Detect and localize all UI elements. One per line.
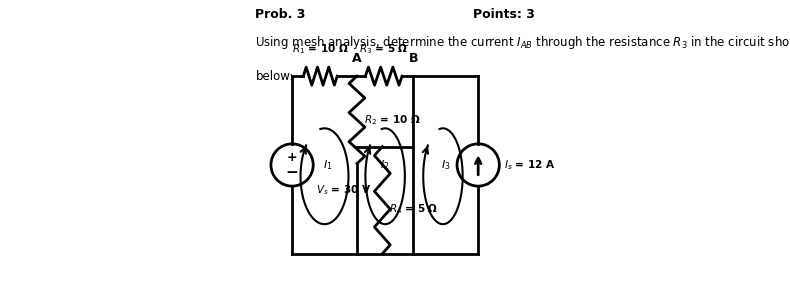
Text: Using mesh analysis, determine the current $I_{AB}$ through the resistance $R_3$: Using mesh analysis, determine the curre…	[255, 34, 790, 51]
Text: below:: below:	[255, 70, 294, 83]
Text: $V_s$ = 30 V: $V_s$ = 30 V	[316, 184, 371, 197]
Text: $I_3$: $I_3$	[441, 158, 450, 172]
Text: A: A	[352, 52, 362, 65]
Text: Points: 3: Points: 3	[472, 8, 535, 21]
Text: Prob. 3: Prob. 3	[255, 8, 306, 21]
Text: $I_s$ = 12 A: $I_s$ = 12 A	[503, 158, 555, 172]
Text: $R_4$ = 5 Ω: $R_4$ = 5 Ω	[389, 202, 438, 215]
Text: +: +	[287, 151, 297, 164]
Text: −: −	[286, 164, 299, 180]
Text: $I_1$: $I_1$	[322, 158, 332, 172]
Text: $R_1$ = 10 Ω: $R_1$ = 10 Ω	[292, 43, 348, 56]
Text: B: B	[408, 52, 418, 65]
Text: $I_2$: $I_2$	[381, 158, 389, 172]
Text: $R_3$ = 5 Ω: $R_3$ = 5 Ω	[359, 43, 408, 56]
Text: $R_2$ = 10 Ω: $R_2$ = 10 Ω	[364, 113, 420, 127]
